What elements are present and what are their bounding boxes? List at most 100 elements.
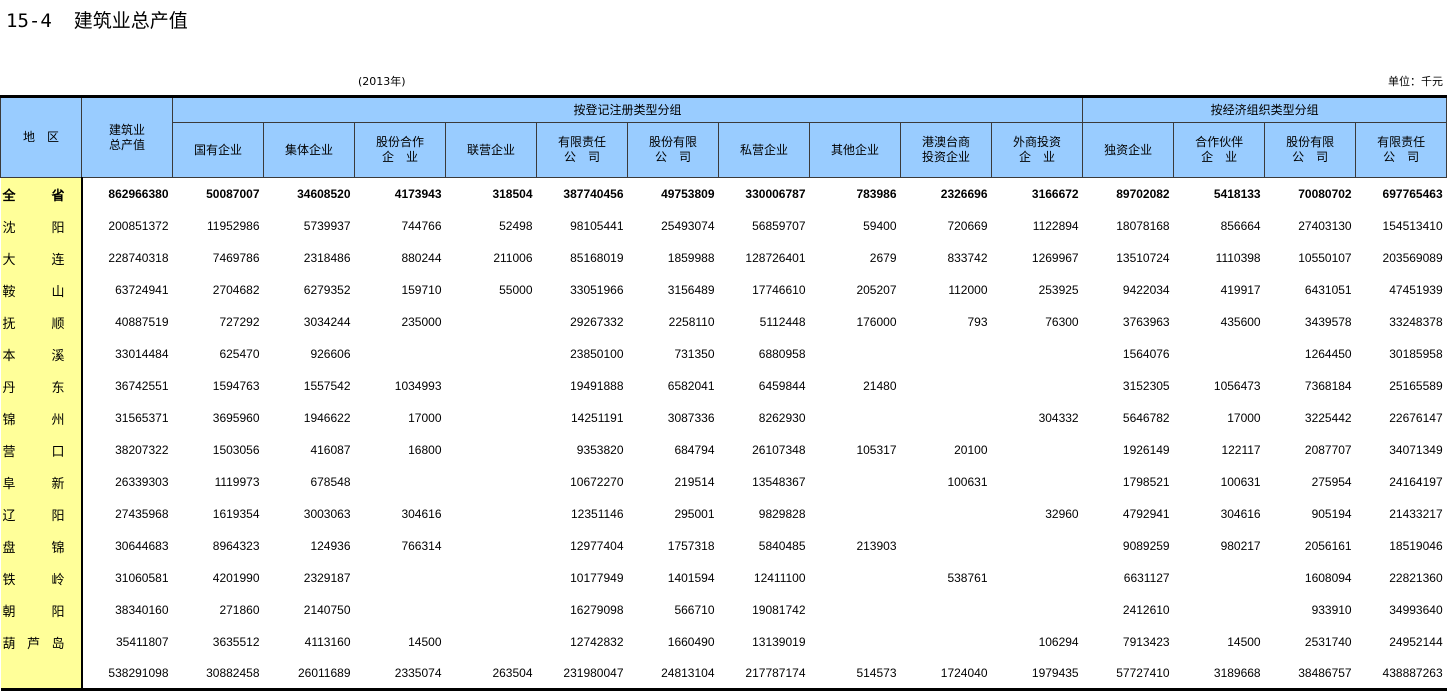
value-cell: 933910 <box>1311 603 1352 617</box>
value-cell: 330006787 <box>745 187 806 201</box>
region-cell: 营 口 <box>0 434 83 466</box>
value-cell: 50087007 <box>206 187 260 201</box>
value-cell: 235000 <box>401 315 442 329</box>
table-row: 盘 锦 30644683 8964323 124936 766314 12977404 17… <box>0 530 1447 562</box>
value-cell: 2531740 <box>1304 635 1352 649</box>
column-header: 有限责任 公 司 <box>536 122 628 178</box>
value-cell: 862966380 <box>108 187 169 201</box>
value-cell: 304332 <box>1038 411 1079 425</box>
region-cell: 大 连 <box>0 242 83 274</box>
value-cell <box>446 338 537 370</box>
value-cell: 10672270 <box>570 475 624 489</box>
value-cell <box>810 594 901 626</box>
value-cell <box>810 402 901 434</box>
region-cell: 朝 阳 <box>0 594 83 626</box>
value-cell: 318504 <box>492 187 533 201</box>
value-cell: 416087 <box>310 443 351 457</box>
value-cell: 1110398 <box>1215 251 1261 265</box>
value-cell <box>446 626 537 658</box>
value-cell <box>446 434 537 466</box>
value-cell: 5840485 <box>758 539 806 553</box>
value-cell: 18078168 <box>1116 219 1170 233</box>
value-cell <box>446 306 537 338</box>
value-cell: 253925 <box>1038 283 1079 297</box>
header-region: 地 区 <box>0 95 82 178</box>
value-cell: 3166672 <box>1031 187 1079 201</box>
value-cell: 21433217 <box>1389 507 1443 521</box>
value-cell: 38486757 <box>1264 658 1356 691</box>
value-cell <box>901 370 992 402</box>
value-cell: 1926149 <box>1122 443 1170 457</box>
value-cell: 24813104 <box>627 658 719 691</box>
value-cell: 217787174 <box>718 658 810 691</box>
value-cell: 1594763 <box>212 379 260 393</box>
table-row: 抚 顺 40887519 727292 3034244 235000 29267332 22… <box>0 306 1447 338</box>
value-cell: 2140750 <box>303 603 351 617</box>
value-cell: 926606 <box>310 347 351 361</box>
value-cell <box>446 370 537 402</box>
table-row: 大 连 228740318 7469786 2318486 880244 211006 85… <box>0 242 1447 274</box>
value-cell: 304616 <box>401 507 442 521</box>
value-cell: 36742551 <box>115 379 169 393</box>
value-cell: 11952986 <box>207 219 260 233</box>
value-cell: 275954 <box>1311 475 1352 489</box>
value-cell <box>992 530 1083 562</box>
value-cell <box>446 562 537 594</box>
value-cell: 47451939 <box>1389 283 1443 297</box>
page-title: 15-4 建筑业总产值 <box>6 6 188 33</box>
value-cell: 25165589 <box>1389 379 1443 393</box>
value-cell: 6582041 <box>667 379 715 393</box>
header-group-organization: 按经济组织类型分组 <box>1082 95 1447 123</box>
value-cell: 1619354 <box>212 507 260 521</box>
region-cell: 丹 东 <box>0 370 83 402</box>
value-cell: 98105441 <box>570 219 624 233</box>
value-cell: 35411807 <box>116 635 169 649</box>
region-cell: 全 省 <box>0 177 83 210</box>
column-header: 私营企业 <box>718 122 810 178</box>
value-cell: 538291098 <box>81 658 173 691</box>
value-cell: 3635512 <box>212 635 260 649</box>
value-cell: 304616 <box>1220 507 1261 521</box>
region-cell: 锦 州 <box>0 402 83 434</box>
value-cell: 100631 <box>1220 475 1261 489</box>
table-row: 全 省 862966380 50087007 34608520 4173943 31850… <box>0 177 1447 210</box>
value-cell: 295001 <box>674 507 715 521</box>
value-cell <box>446 466 537 498</box>
value-cell: 3189668 <box>1173 658 1265 691</box>
value-cell: 12977404 <box>570 539 624 553</box>
value-cell: 12742832 <box>570 635 624 649</box>
value-cell: 24952144 <box>1389 635 1443 649</box>
value-cell <box>355 338 446 370</box>
value-cell: 100631 <box>947 475 988 489</box>
column-header: 股份有限 公 司 <box>627 122 719 178</box>
column-header: 集体企业 <box>263 122 355 178</box>
region-cell: 阜 新 <box>0 466 83 498</box>
value-cell: 744766 <box>401 219 442 233</box>
value-cell: 1269967 <box>1031 251 1079 265</box>
value-cell: 55000 <box>499 283 533 297</box>
value-cell: 6279352 <box>303 283 351 297</box>
value-cell: 128726401 <box>745 251 806 265</box>
column-header: 国有企业 <box>172 122 264 178</box>
value-cell: 514573 <box>809 658 901 691</box>
value-cell: 538761 <box>947 571 988 585</box>
value-cell <box>901 594 992 626</box>
value-cell: 625470 <box>219 347 260 361</box>
value-cell: 7368184 <box>1304 379 1352 393</box>
value-cell: 9829828 <box>758 507 806 521</box>
value-cell: 14500 <box>1227 635 1261 649</box>
value-cell: 32960 <box>1045 507 1079 521</box>
value-cell <box>810 562 901 594</box>
table-row: 沈 阳 200851372 11952986 5739937 744766 52498 98… <box>0 210 1447 242</box>
value-cell: 438887263 <box>1355 658 1447 691</box>
value-cell: 678548 <box>310 475 351 489</box>
table-row: 锦 州 31565371 3695960 1946622 17000 14251191 30… <box>0 402 1447 434</box>
value-cell: 833742 <box>947 251 988 265</box>
value-cell <box>810 626 901 658</box>
region-cell: 盘 锦 <box>0 530 83 562</box>
value-cell: 59400 <box>863 219 897 233</box>
table-row: 营 口 38207322 1503056 416087 16800 9353820 6847… <box>0 434 1447 466</box>
region-cell: 鞍 山 <box>0 274 83 306</box>
value-cell: 52498 <box>499 219 533 233</box>
value-cell: 89702082 <box>1116 187 1170 201</box>
